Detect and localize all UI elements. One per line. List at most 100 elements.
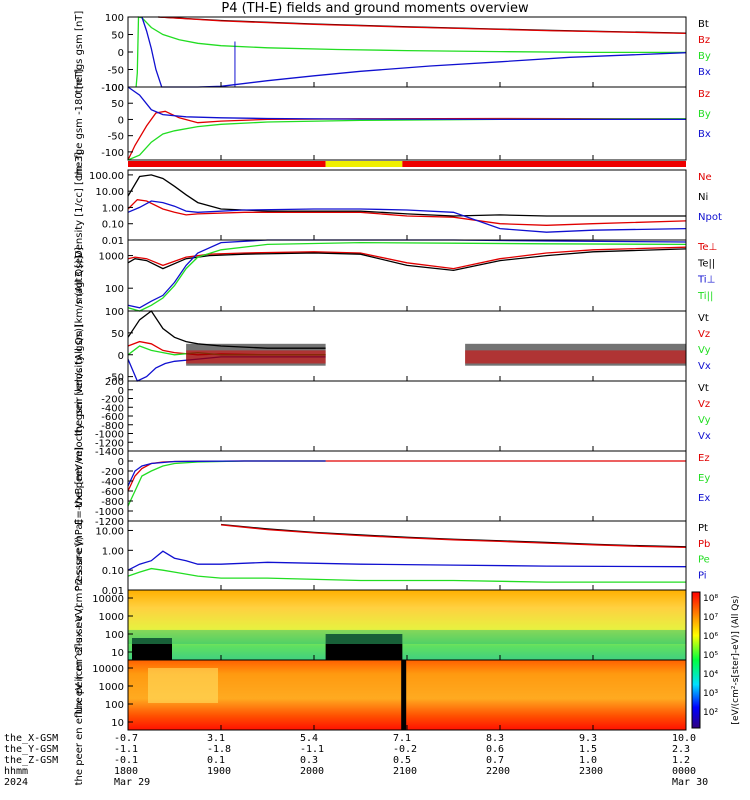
footer-tick-value: 0.3 xyxy=(300,755,319,766)
footer-tick-value: 9.3 xyxy=(579,733,598,744)
ytick-label: 0 xyxy=(118,115,124,126)
ytick-label: -200 xyxy=(101,467,124,478)
footer-tick-value: 0.5 xyxy=(393,755,412,766)
footer-tick-value: 0.6 xyxy=(486,744,505,755)
series-Bt xyxy=(158,16,687,34)
panel-ion_spectrogram: 10000 1000 100 10 the peir en eflux eV (cm^2… xyxy=(74,536,687,714)
ytick-label: -800 xyxy=(101,497,124,508)
ytick-label: -50 xyxy=(108,373,124,384)
legend-Vz: Vz xyxy=(698,329,710,340)
panel-temperature: 1000 100 magt3 [eV] Te⊥ Te|| Ti⊥ Ti|| xyxy=(74,239,717,312)
footer-tick-value: -0.1 xyxy=(114,755,139,766)
legend-Vz: Vz xyxy=(698,399,710,410)
panel-electron_spectrogram: 10000 1000 100 10 the peer en eflux eV (cm^2… xyxy=(74,605,687,786)
orbit-segment xyxy=(402,161,686,167)
ytick-label: 10000 xyxy=(92,594,124,605)
footer-tick-value: 7.1 xyxy=(393,733,412,744)
electron-spectrogram-gap xyxy=(401,660,407,730)
legend-Vt: Vt xyxy=(698,383,709,394)
electron-spectrogram-patch xyxy=(148,668,218,703)
legend-Ti⊥: Ti⊥ xyxy=(697,275,715,286)
legend-Te||: Te|| xyxy=(697,258,715,269)
footer-row-label: 2024 xyxy=(4,777,29,788)
footer-tick-value: -1.1 xyxy=(300,744,325,755)
legend-Vy: Vy xyxy=(698,415,711,426)
ylabel: E=-VxB [mV/m] xyxy=(74,447,85,525)
ylabel: the peir en eflux eV (cm^2-s-sr-eV) xyxy=(74,536,85,713)
footer-tick-value: 10.0 xyxy=(672,733,697,744)
panel-frame xyxy=(127,520,687,591)
ytick-label: 100 xyxy=(105,13,124,24)
footer-tick-value: 0000 xyxy=(672,766,697,777)
ytick-label: 100 xyxy=(105,307,124,318)
footer-tick-value: Mar 30 xyxy=(672,777,709,788)
footer-tick-value: 1.0 xyxy=(579,755,598,766)
legend-Vx: Vx xyxy=(698,361,711,372)
footer-tick-value: 2200 xyxy=(486,766,511,777)
footer-tick-value: 1.5 xyxy=(579,744,598,755)
ytick-label: 10 xyxy=(111,718,124,729)
series-Pi xyxy=(127,550,687,571)
legend-Npot: Npot xyxy=(698,212,722,223)
legend-Ey: Ey xyxy=(698,473,710,484)
ytick-label: 50 xyxy=(111,99,124,110)
panel-frame xyxy=(127,239,687,312)
series-Bx xyxy=(127,86,686,121)
ylabel: Density [1/cc] [cm-3] xyxy=(74,152,85,258)
legend-Bz: Bz xyxy=(698,35,710,46)
spectrogram-electron_spectrogram xyxy=(128,660,686,730)
ytick-label: 1000 xyxy=(99,682,124,693)
ytick-label: -50 xyxy=(108,66,124,77)
footer-tick-value: Mar 29 xyxy=(114,777,151,788)
footer-row-label: the_Z-GSM xyxy=(4,755,59,766)
footer-tick-value: 2000 xyxy=(300,766,325,777)
panel-density: 100.00 10.00 1.00 0.10 0.01 Density [1/cc] [c… xyxy=(74,152,722,258)
panel-pressure: 10.00 1.00 0.10 0.01 Pressure [nPa] Pt Pb Pe Pi xyxy=(74,520,710,597)
legend-Pi: Pi xyxy=(698,570,707,581)
ytick-label: 10000 xyxy=(92,664,124,675)
ytick-label: -800 xyxy=(101,421,124,432)
series-Te⊥ xyxy=(127,246,687,270)
ytick-label: 0 xyxy=(118,386,124,397)
footer-tick-value: 0.7 xyxy=(486,755,505,766)
ytick-label: 10.00 xyxy=(95,187,124,198)
ytick-label: 0.10 xyxy=(102,220,124,231)
ytick-label: 10 xyxy=(111,648,124,659)
legend-By: By xyxy=(698,109,711,120)
ytick-label: 100 xyxy=(105,284,124,295)
ytick-label: -50 xyxy=(108,132,124,143)
ylabel: the fgs gsm [nT] xyxy=(74,11,85,94)
series-Pb xyxy=(220,524,687,549)
legend-Bx: Bx xyxy=(698,129,711,140)
legend-Ni: Ni xyxy=(698,192,708,203)
series-Vt xyxy=(127,310,326,349)
ytick-label: -600 xyxy=(101,487,124,498)
ytick-label: -1400 xyxy=(95,447,124,458)
ytick-label: -400 xyxy=(101,477,124,488)
ytick-label: 1.00 xyxy=(102,546,124,557)
series-Bz xyxy=(158,16,687,35)
series-Pe xyxy=(127,567,686,583)
footer-tick-value: 0.1 xyxy=(207,755,226,766)
ytick-label: 50 xyxy=(111,31,124,42)
figure-title: P4 (TH-E) fields and ground moments over… xyxy=(221,1,529,16)
legend-Bz: Bz xyxy=(698,89,710,100)
footer-tick-value: 1900 xyxy=(207,766,232,777)
series-Ez xyxy=(127,460,686,492)
footer-tick-value: 1.2 xyxy=(672,755,691,766)
ytick-label: 0 xyxy=(118,351,124,362)
footer-row-label: hhmm xyxy=(4,766,29,777)
orbit-segment xyxy=(128,161,326,167)
ytick-label: 1000 xyxy=(99,252,124,263)
ytick-label: -100 xyxy=(101,148,124,159)
ytick-label: 0.01 xyxy=(102,236,124,247)
ylabel: the peer velocity gsm [km/s (All Qs)] xyxy=(74,324,85,508)
ytick-label: 50 xyxy=(111,329,124,340)
ylabel: magt3 [eV] xyxy=(74,247,85,304)
footer-tick-value: 5.4 xyxy=(300,733,319,744)
velocity-noise-band xyxy=(465,350,686,364)
ytick-label: -1200 xyxy=(95,517,124,528)
footer-tick-value: -1.1 xyxy=(114,744,139,755)
ylabel: the peer en eflux eV (cm^2-s-sr-eV) xyxy=(74,605,85,786)
panel-fge: 100 50 0 -50 -100 the fge gsm -180 [nT] Bz By Bx xyxy=(74,69,711,178)
